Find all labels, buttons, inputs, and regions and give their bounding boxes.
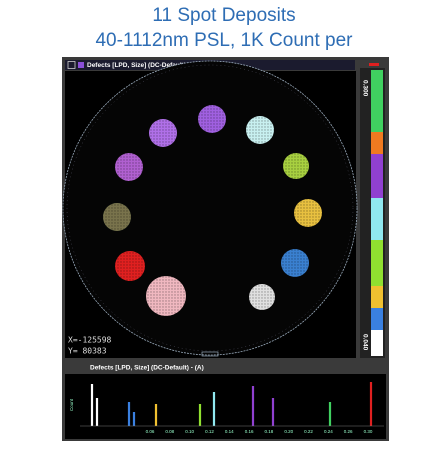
x-tick-label: 0.12 xyxy=(205,429,214,434)
x-tick-label: 0.30 xyxy=(364,429,373,434)
x-tick-label: 0.20 xyxy=(284,429,293,434)
y-coordinate: Y= 80383 xyxy=(68,347,107,356)
title-line-2: 40-1112nm PSL, 1K Count per xyxy=(95,30,353,51)
x-tick-label: 0.10 xyxy=(185,429,194,434)
histogram-header: Defects [LPD, Size] (DC-Default) - (A) xyxy=(90,365,204,372)
map-header: Defects [LPD, Size] (DC-Default) xyxy=(87,62,186,69)
x-coordinate: X=-125598 xyxy=(68,336,112,345)
scale-max-label: 0.300 xyxy=(361,80,368,97)
histogram-area xyxy=(65,374,386,439)
x-tick-label: 0.14 xyxy=(225,429,234,434)
x-tick-label: 0.26 xyxy=(344,429,353,434)
color-scale xyxy=(360,63,385,358)
x-tick-label: 0.24 xyxy=(324,429,333,434)
notch xyxy=(201,351,219,357)
spot-deposits xyxy=(103,105,322,316)
wafer-outline xyxy=(62,60,358,356)
legend-swatch xyxy=(78,62,84,68)
histogram-x-ticks: 0.06 0.08 0.10 0.12 0.14 0.16 0.18 0.20 0.22 0.24… xyxy=(146,429,373,434)
x-tick-label: 0.16 xyxy=(245,429,254,434)
x-tick-label: 0.08 xyxy=(165,429,174,434)
x-tick-label: 0.22 xyxy=(304,429,313,434)
count-label: Count xyxy=(69,398,74,411)
scale-min-label: 0.040 xyxy=(361,334,368,351)
wafer-edge-speckle xyxy=(66,64,354,352)
expand-button[interactable] xyxy=(67,61,76,69)
title-line-1: 11 Spot Deposits xyxy=(152,5,295,26)
x-tick-label: 0.06 xyxy=(146,429,155,434)
histogram-spikes xyxy=(90,382,373,426)
x-tick-label: 0.18 xyxy=(265,429,274,434)
